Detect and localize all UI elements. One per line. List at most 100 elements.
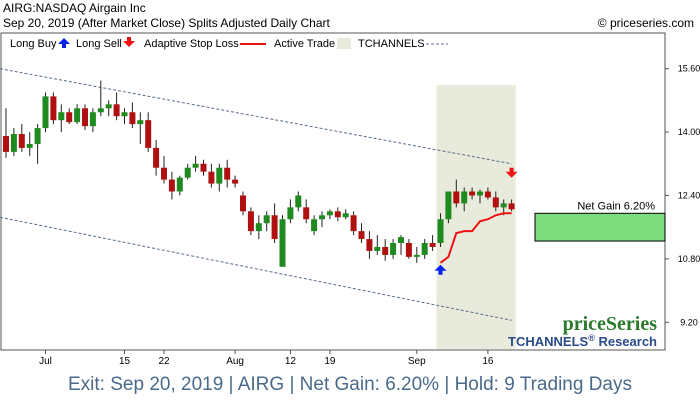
- candle: [176, 175, 183, 196]
- legend: Long Buy Long Sell Adaptive Stop Loss Ac…: [10, 37, 448, 50]
- candle: [421, 239, 428, 259]
- copyright: © priceseries.com: [597, 16, 694, 30]
- candle: [477, 189, 483, 204]
- y-tick-label: 15.60: [678, 64, 700, 74]
- candle: [168, 171, 175, 200]
- candle: [240, 191, 246, 216]
- candle: [405, 239, 412, 259]
- candle: [224, 159, 231, 188]
- y-tick-label: 10.80: [678, 254, 700, 264]
- channel-upper-line: [0, 68, 512, 165]
- x-tick-label: Sep: [408, 356, 426, 367]
- chart-title: AIRG:NASDAQ Airgain Inc: [3, 1, 146, 15]
- candle: [445, 191, 452, 224]
- candle: [311, 215, 318, 236]
- candle: [437, 213, 444, 247]
- candle: [10, 128, 17, 156]
- x-tick-label: 19: [324, 356, 336, 367]
- sell-signal-arrow-icon: [505, 167, 518, 178]
- trade-summary-footer: Exit: Sep 20, 2019 | AIRG | Net Gain: 6.…: [68, 374, 632, 395]
- x-tick-label: Aug: [226, 356, 244, 367]
- candle: [3, 108, 9, 158]
- brand-research: Research: [595, 334, 657, 349]
- candle: [295, 191, 302, 212]
- candle: [461, 187, 468, 212]
- candle: [216, 163, 223, 192]
- sell-arrow-icon: [123, 37, 135, 47]
- legend-active-trade: Active Trade: [274, 38, 335, 50]
- candle: [208, 163, 215, 188]
- candle: [390, 239, 397, 259]
- candle: [121, 108, 128, 125]
- brand-tchannels-research: TCHANNELS® Research: [508, 333, 657, 349]
- candle: [145, 112, 152, 152]
- candle: [74, 104, 81, 125]
- candle: [358, 223, 365, 244]
- candle: [366, 231, 373, 259]
- legend-long-sell: Long Sell: [76, 38, 122, 50]
- candle: [192, 155, 199, 172]
- candle: [232, 175, 239, 188]
- candle: [374, 235, 381, 255]
- candle: [18, 124, 25, 152]
- candle: [484, 187, 491, 200]
- legend-long-buy: Long Buy: [10, 38, 57, 50]
- buy-arrow-icon: [58, 38, 70, 48]
- y-tick-label: 12.40: [678, 190, 700, 200]
- x-tick-label: 15: [119, 356, 131, 367]
- candle: [255, 215, 262, 240]
- channel-lower-line: [0, 216, 512, 321]
- candle: [469, 187, 476, 200]
- candle: [129, 102, 136, 129]
- net-gain-label: Net Gain 6.20%: [577, 200, 655, 212]
- brand-reg: ®: [588, 333, 595, 343]
- candle: [319, 211, 325, 228]
- y-tick-label: 14.00: [678, 127, 700, 137]
- legend-adaptive-stop: Adaptive Stop Loss: [144, 38, 239, 50]
- adaptive-stop-line: [439, 212, 512, 264]
- candlestick-chart: Net Gain 6.20% 15.6014.0012.4010.809.20 …: [0, 32, 700, 367]
- candle: [105, 100, 112, 117]
- candle: [66, 108, 73, 125]
- candle: [287, 199, 294, 224]
- chart-subtitle: Sep 20, 2019 (After Market Close) Splits…: [3, 16, 330, 30]
- active-trade-swatch: [337, 38, 351, 49]
- candle: [82, 104, 88, 131]
- candle: [26, 132, 33, 156]
- candle: [279, 215, 286, 267]
- candle: [34, 124, 41, 164]
- candle: [263, 211, 270, 232]
- candle: [334, 207, 341, 222]
- candle: [200, 159, 207, 176]
- candle: [161, 155, 167, 184]
- brand-tchannels: TCHANNELS: [508, 334, 588, 349]
- candle: [42, 92, 49, 133]
- x-tick-label: 22: [158, 356, 170, 367]
- candle: [97, 80, 104, 117]
- candle: [184, 163, 191, 180]
- candle: [303, 199, 310, 224]
- candle: [137, 112, 144, 144]
- candle: [247, 207, 254, 236]
- candle: [89, 108, 96, 133]
- candle: [453, 179, 460, 208]
- candle: [413, 246, 420, 263]
- candle: [492, 191, 499, 212]
- x-tick-label: Jul: [39, 356, 52, 367]
- candle: [326, 209, 333, 220]
- buy-signal-arrow-icon: [434, 264, 447, 275]
- candle: [350, 211, 357, 236]
- legend-tchannels: TCHANNELS: [358, 38, 425, 50]
- candle: [58, 104, 65, 133]
- candle: [429, 235, 436, 251]
- net-gain-box: [534, 212, 666, 242]
- candle: [113, 92, 120, 121]
- x-tick-label: 12: [285, 356, 297, 367]
- x-tick-label: 16: [482, 356, 494, 367]
- candle: [382, 239, 389, 261]
- candle: [398, 235, 404, 255]
- candle: [508, 199, 515, 212]
- candle: [50, 92, 57, 125]
- candle: [271, 203, 278, 244]
- plot-frame: [0, 32, 666, 351]
